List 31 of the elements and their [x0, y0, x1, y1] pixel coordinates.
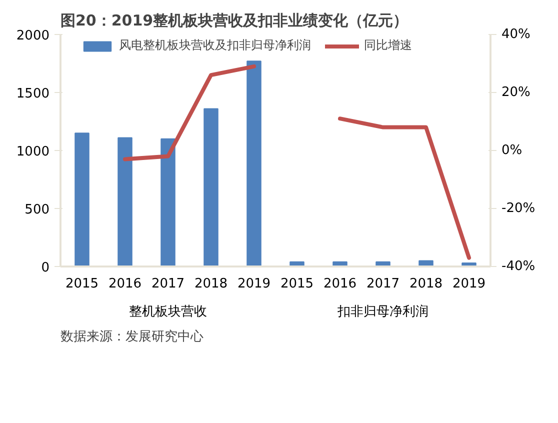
text: 扣非归母净利润 [336, 304, 428, 320]
text: 整机板块营收 [129, 304, 207, 320]
x-tick-label: 2017 [151, 276, 185, 292]
y2-tick-label: 0% [502, 143, 522, 158]
y2-tick-label: -20% [502, 201, 536, 216]
source-note: 数据来源：发展研究中心 [60, 328, 204, 344]
y2-tick-label: -40% [502, 259, 536, 274]
y-tick-label: 1500 [16, 86, 50, 102]
x-tick-label: 2019 [237, 276, 271, 292]
x-tick-label: 2019 [452, 276, 486, 292]
y-tick-label: 2000 [16, 28, 50, 44]
x-tick-label: 2018 [409, 276, 443, 292]
bar [204, 108, 218, 266]
y-tick-label: 1000 [16, 144, 50, 160]
bar [74, 132, 90, 266]
x-tick-label: 2018 [194, 276, 228, 292]
legend-label: 同比增速 [364, 37, 412, 54]
x-tick-label: 2015 [65, 276, 99, 292]
y2-tick-label: 20% [502, 85, 530, 100]
bar [118, 137, 132, 266]
x-tick-label: 2016 [108, 276, 142, 292]
legend-label: 风电整机板块营收及扣非归母净利润 [119, 37, 311, 54]
chart-title: 图20：2019整机板块营收及扣非业绩变化（亿元） [60, 12, 408, 30]
y2-tick-label: 40% [502, 27, 530, 42]
x-tick-label: 2015 [280, 276, 314, 292]
bar [160, 138, 176, 266]
x-tick-label: 2016 [323, 276, 357, 292]
x-tick-label: 2017 [366, 276, 400, 292]
bar [246, 60, 262, 266]
y-tick-label: 500 [24, 202, 50, 218]
y-tick-label: 0 [41, 260, 50, 276]
